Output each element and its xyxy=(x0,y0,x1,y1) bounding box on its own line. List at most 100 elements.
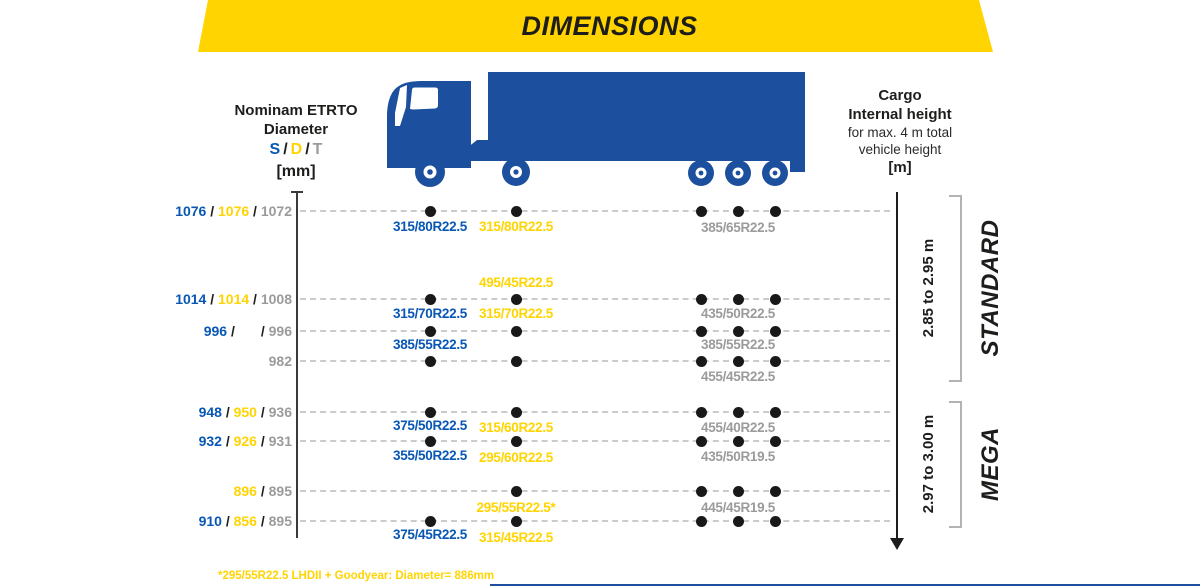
axle-dot xyxy=(695,355,707,367)
diameter-header-line1: Nominam ETRTO xyxy=(234,102,358,119)
diameter-axis-top-tick xyxy=(291,191,303,193)
tire-size-label: 385/65R22.5 xyxy=(700,220,775,235)
diameter-value: 895 xyxy=(268,513,292,529)
axle-dot xyxy=(424,325,436,337)
axle-dot xyxy=(695,325,707,337)
tire-size-label: 355/50R22.5 xyxy=(392,448,467,463)
diameter-value: 895 xyxy=(268,483,292,499)
legend-drive: D xyxy=(290,141,303,158)
axle-dot xyxy=(769,355,781,367)
cargo-header-line3: for max. 4 m total xyxy=(847,125,953,140)
axle-dot xyxy=(510,435,522,447)
wheel-hub xyxy=(513,169,519,175)
diameter-value: 950 xyxy=(233,404,257,420)
axle-dot xyxy=(695,293,707,305)
standard-height-range: 2.85 to 2.95 m xyxy=(920,238,937,338)
cargo-header: Cargo Internal height for max. 4 m total… xyxy=(816,86,984,178)
axle-dot xyxy=(732,435,744,447)
diameter-value: 996 xyxy=(268,323,292,339)
diameter-value-group: 932 / 926 / 931 xyxy=(82,431,292,451)
wheel-hub xyxy=(735,170,741,176)
grid-row-line xyxy=(300,360,890,362)
tire-size-label: 435/50R22.5 xyxy=(700,306,775,321)
tire-size-label: 295/60R22.5 xyxy=(478,450,553,465)
tire-size-label: 375/50R22.5 xyxy=(392,418,467,433)
axle-dot xyxy=(510,406,522,418)
diameter-value: / xyxy=(221,513,234,529)
diameter-value-group: 896 / 895 xyxy=(82,481,292,501)
axle-dot xyxy=(732,205,744,217)
axle-dot xyxy=(732,406,744,418)
axle-dot xyxy=(695,435,707,447)
tire-size-label: 455/45R22.5 xyxy=(700,369,775,384)
axle-dot xyxy=(424,406,436,418)
diameter-value: / xyxy=(221,433,234,449)
axle-dot xyxy=(510,485,522,497)
diameter-value: / xyxy=(206,291,219,307)
footnote: *295/55R22.5 LHDII + Goodyear: Diameter=… xyxy=(218,570,495,582)
axle-dot xyxy=(424,355,436,367)
diameter-value: / xyxy=(249,203,261,219)
trailer-box xyxy=(488,72,805,161)
diameter-value-group: 996 / / 996 xyxy=(82,321,292,341)
tire-size-label: 315/60R22.5 xyxy=(478,420,553,435)
grid-row-line xyxy=(300,411,890,413)
diameter-value: 996 xyxy=(203,323,228,339)
legend-trailer: T xyxy=(312,141,323,158)
axle-dot xyxy=(695,205,707,217)
tire-size-label: 315/80R22.5 xyxy=(392,219,467,234)
axle-dot xyxy=(769,325,781,337)
axle-dot xyxy=(510,205,522,217)
diameter-value: / xyxy=(227,323,235,339)
axle-dot xyxy=(732,355,744,367)
diameter-value-group: 910 / 856 / 895 xyxy=(82,511,292,531)
diameter-value: 1072 xyxy=(260,203,292,219)
diameter-value: 1076 xyxy=(175,203,207,219)
standard-bracket xyxy=(949,195,962,382)
diameter-header-line2: Diameter xyxy=(263,121,329,138)
cargo-header-line2: Internal height xyxy=(848,106,952,123)
wheel-hub xyxy=(698,170,704,176)
diameter-value-group: 1076 / 1076 / 1072 xyxy=(82,201,292,221)
axle-dot xyxy=(732,515,744,527)
axle-dot xyxy=(510,325,522,337)
diameter-legend: S / D / T xyxy=(206,139,386,161)
tractor-frame xyxy=(440,140,553,161)
diameter-value: / xyxy=(256,513,269,529)
diameter-value-group: 1014 / 1014 / 1008 xyxy=(82,289,292,309)
axle-dot xyxy=(424,293,436,305)
page-title: DIMENSIONS xyxy=(521,10,698,41)
diameter-value: / xyxy=(256,404,269,420)
diameter-value: 926 xyxy=(233,433,257,449)
diameter-value: 932 xyxy=(198,433,222,449)
axle-dot xyxy=(732,293,744,305)
diameter-value-group: 982 xyxy=(82,351,292,371)
diameter-value: 936 xyxy=(268,404,292,420)
diameter-value: 931 xyxy=(268,433,292,449)
mega-bracket xyxy=(949,401,962,528)
diameter-value-group: 948 / 950 / 936 xyxy=(82,402,292,422)
axle-dot xyxy=(769,515,781,527)
tire-size-label: 315/45R22.5 xyxy=(478,530,553,545)
axle-dot xyxy=(769,485,781,497)
legend-separator: / xyxy=(283,141,288,158)
axle-dot xyxy=(769,205,781,217)
diameter-value: / xyxy=(256,433,269,449)
truck-cab xyxy=(387,81,471,168)
axle-dot xyxy=(424,205,436,217)
axle-dot xyxy=(732,325,744,337)
trailer-bumper xyxy=(790,159,805,172)
diameter-value: 982 xyxy=(268,353,292,369)
diameter-value: / xyxy=(256,483,269,499)
tire-size-label: 295/55R22.5* xyxy=(476,500,556,515)
axle-dot xyxy=(695,515,707,527)
diameter-value: / xyxy=(249,291,261,307)
axle-dot xyxy=(510,515,522,527)
wheel-hub xyxy=(427,169,433,175)
axle-dot xyxy=(695,485,707,497)
truck-illustration xyxy=(387,72,805,187)
diameter-value: 910 xyxy=(198,513,222,529)
tire-size-label: 385/55R22.5 xyxy=(700,337,775,352)
legend-separator: / xyxy=(305,141,310,158)
